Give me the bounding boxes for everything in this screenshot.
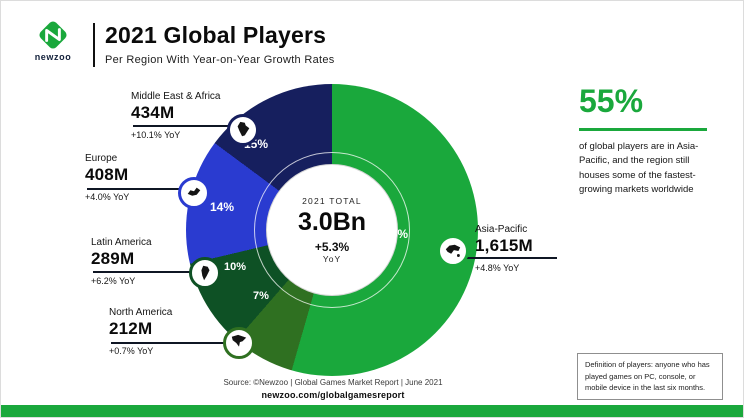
region-players: 434M <box>131 103 175 122</box>
region-name: Middle East & Africa <box>131 91 221 102</box>
total-growth: +5.3% <box>314 240 350 254</box>
source-line: Source: ©Newzoo | Global Games Market Re… <box>223 378 443 387</box>
total-label: 2021 TOTAL <box>302 196 362 206</box>
region-players: 1,615M <box>475 236 533 255</box>
region-name: North America <box>109 307 173 318</box>
region-players: 289M <box>91 249 135 268</box>
callout-north-america: North America 212M +0.7% YoY <box>109 307 229 356</box>
callout-line-middle-east-africa <box>133 125 243 127</box>
region-yoy: +0.7% YoY <box>109 346 154 356</box>
callout-line-europe <box>87 188 194 190</box>
region-name: Europe <box>85 153 118 164</box>
donut-inner-ring <box>254 152 410 308</box>
slice-label-europe: 14% <box>209 200 235 214</box>
bottom-brand-bar <box>1 405 743 417</box>
region-name: Asia-Pacific <box>475 224 528 235</box>
slice-label-latin-america: 10% <box>223 261 247 273</box>
donut-center: 2021 TOTAL 3.0Bn +5.3% YoY <box>266 164 398 296</box>
region-yoy: +6.2% YoY <box>91 276 136 286</box>
region-yoy: +10.1% YoY <box>131 130 181 140</box>
callout-line-asia-pacific <box>453 257 557 259</box>
region-players: 408M <box>85 165 129 184</box>
page-title: 2021 Global Players <box>105 22 327 48</box>
callout-line-latin-america <box>93 271 205 273</box>
newzoo-logo-icon <box>39 21 67 49</box>
callout-latin-america: Latin America 289M +6.2% YoY <box>91 237 211 286</box>
africa-map-icon <box>237 121 250 137</box>
slice-label-asia-pacific: 55% <box>383 227 409 241</box>
north-america-map-icon <box>231 334 247 347</box>
slice-label-north-america: 7% <box>253 290 269 302</box>
region-name: Latin America <box>91 237 152 248</box>
callout-line-north-america <box>111 342 239 344</box>
newzoo-logo: newzoo <box>25 15 81 62</box>
region-icon-europe <box>178 177 210 209</box>
highlight-text: of global players are in Asia-Pacific, a… <box>579 141 699 195</box>
header-divider <box>93 23 95 67</box>
europe-map-icon <box>187 187 201 196</box>
south-america-map-icon <box>201 265 210 281</box>
region-icon-middle-east-africa <box>227 114 259 146</box>
source-link[interactable]: newzoo.com/globalgamesreport <box>261 390 405 400</box>
callout-middle-east-africa: Middle East & Africa 434M +10.1% YoY <box>131 91 251 140</box>
asia-pacific-map-icon <box>445 244 461 257</box>
definition-box: Definition of players: anyone who has pl… <box>577 353 723 400</box>
region-players: 212M <box>109 319 153 338</box>
total-value: 3.0Bn <box>297 208 367 236</box>
region-icon-north-america <box>223 327 255 359</box>
newzoo-logo-text: newzoo <box>34 52 72 62</box>
total-growth-unit: YoY <box>322 254 342 264</box>
highlight-underline <box>579 128 707 131</box>
region-yoy: +4.8% YoY <box>475 263 520 273</box>
region-icon-asia-pacific <box>437 235 469 267</box>
region-icon-latin-america <box>189 257 221 289</box>
highlight-stat: 55% <box>579 83 644 119</box>
callout-asia-pacific: Asia-Pacific 1,615M +4.8% YoY <box>475 224 595 273</box>
page-subtitle: Per Region With Year-on-Year Growth Rate… <box>105 54 335 66</box>
region-yoy: +4.0% YoY <box>85 192 130 202</box>
callout-europe: Europe 408M +4.0% YoY <box>85 153 205 202</box>
